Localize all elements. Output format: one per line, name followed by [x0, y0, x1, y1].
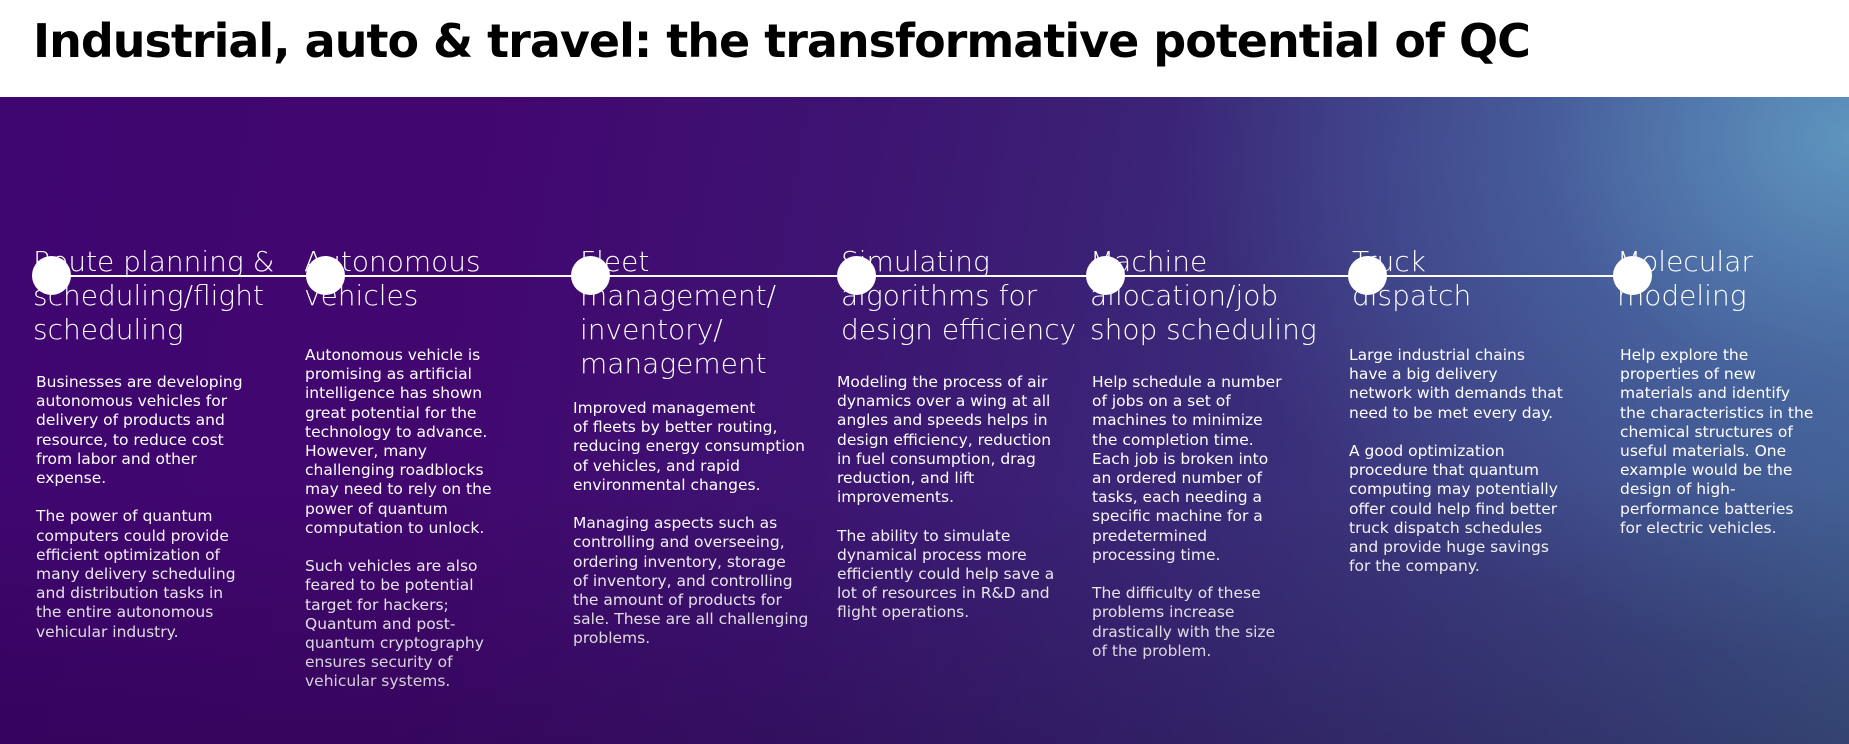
column-title: Molecular modeling	[1617, 245, 1753, 312]
column-body: Help schedule a number of jobs on a set …	[1092, 373, 1282, 660]
column-title: Autonomous vehicles	[304, 245, 481, 312]
column-title: Route planning & scheduling/flight sched…	[33, 245, 275, 346]
column-autonomous-vehicles: Autonomous vehicles	[304, 245, 481, 313]
timeline-node-route-planning	[32, 256, 71, 295]
column-simulating-algorithms: Simulating algorithms for design efficie…	[841, 245, 1076, 347]
column-title: Truck dispatch	[1352, 245, 1472, 312]
column-machine-allocation: Machine allocation/job shop scheduling	[1090, 245, 1317, 347]
timeline-node-molecular-modeling	[1613, 256, 1652, 295]
column-title: Machine allocation/job shop scheduling	[1090, 245, 1317, 346]
column-title: Fleet management/ inventory/ management	[580, 245, 777, 380]
timeline-node-truck-dispatch	[1348, 256, 1387, 295]
column-molecular-modeling: Molecular modeling	[1617, 245, 1753, 313]
column-title: Simulating algorithms for design efficie…	[841, 245, 1077, 346]
timeline-node-simulating-algorithms	[837, 256, 876, 295]
column-body: Autonomous vehicle is promising as artif…	[305, 346, 492, 691]
page-title: Industrial, auto & travel: the transform…	[33, 14, 1531, 68]
timeline-panel: Route planning & scheduling/flight sched…	[0, 97, 1849, 744]
timeline-node-autonomous-vehicles	[306, 256, 345, 295]
timeline-node-machine-allocation	[1086, 256, 1125, 295]
timeline-node-fleet-management	[571, 256, 610, 295]
column-body: Businesses are developing autonomous veh…	[36, 373, 243, 641]
column-body: Help explore the properties of new mater…	[1620, 346, 1814, 537]
column-body: Improved management of fleets by better …	[573, 399, 809, 648]
column-fleet-management: Fleet management/ inventory/ management	[580, 245, 776, 381]
column-body: Modeling the process of air dynamics ove…	[837, 373, 1055, 622]
column-route-planning: Route planning & scheduling/flight sched…	[33, 245, 274, 347]
column-truck-dispatch: Truck dispatch	[1352, 245, 1471, 313]
header: Industrial, auto & travel: the transform…	[0, 0, 1849, 97]
column-body: Large industrial chains have a big deliv…	[1349, 346, 1563, 576]
